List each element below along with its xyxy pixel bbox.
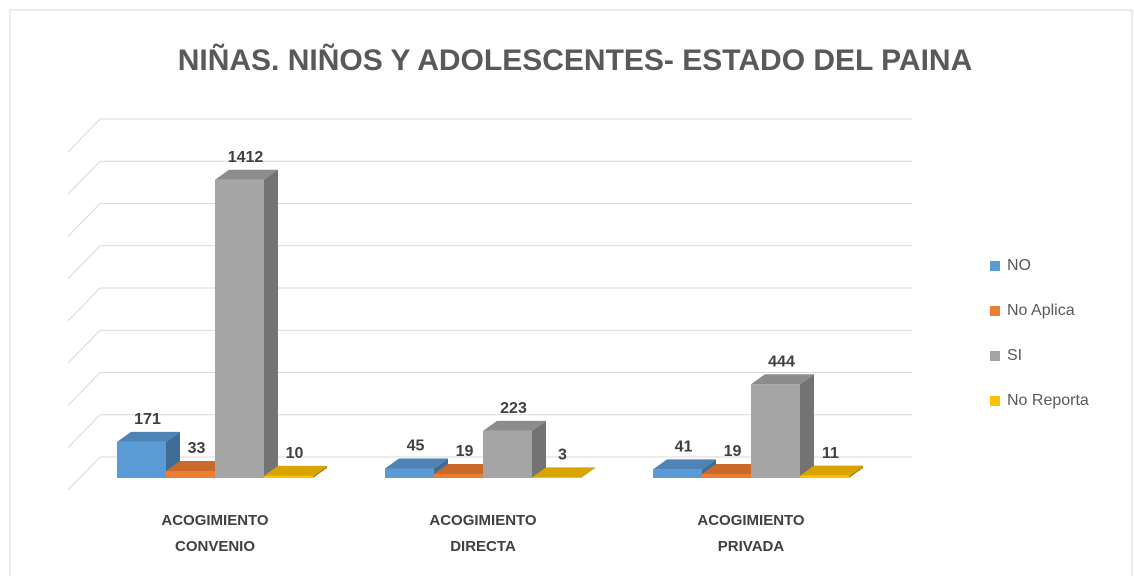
- bar-top: [751, 374, 814, 385]
- data-label: 41: [675, 439, 693, 456]
- x-tick-label: ACOGIMIENTO CONVENIO: [161, 512, 269, 555]
- bar-front: [434, 473, 483, 478]
- grid-side: [67, 160, 101, 195]
- bar-front: [483, 430, 532, 478]
- bar-top: [702, 463, 765, 474]
- data-label: 19: [724, 443, 742, 460]
- bar-side: [313, 465, 327, 478]
- bar-side: [532, 420, 546, 478]
- data-label: 444: [768, 353, 795, 370]
- bar-front: [264, 475, 313, 478]
- grid-side: [67, 287, 101, 322]
- bar: [117, 431, 180, 478]
- data-label: 33: [188, 440, 206, 457]
- bar-top: [117, 431, 180, 442]
- bar-top: [434, 463, 497, 474]
- bar: [264, 465, 327, 478]
- bar-top: [215, 169, 278, 180]
- bar-top: [166, 461, 229, 472]
- bar-front: [653, 469, 702, 478]
- bar-front: [751, 384, 800, 478]
- bar-front: [385, 468, 434, 478]
- bar: [800, 465, 863, 478]
- bar: [215, 169, 278, 478]
- grid-side: [67, 456, 101, 491]
- bar-top: [385, 458, 448, 469]
- legend-label: No Reporta: [1007, 392, 1089, 409]
- legend-label: No Aplica: [1007, 302, 1075, 319]
- bar-side: [800, 374, 814, 478]
- bar-front: [117, 441, 166, 478]
- data-label: 10: [286, 445, 304, 462]
- bar-top: [653, 459, 716, 470]
- bar-side: [849, 465, 863, 478]
- bar: [532, 467, 595, 478]
- legend-swatch: [990, 306, 1000, 316]
- bar-front: [532, 477, 581, 478]
- grid-side: [67, 245, 101, 280]
- data-label: 1412: [228, 149, 264, 166]
- data-label: 19: [456, 443, 474, 460]
- bar-side: [581, 467, 595, 478]
- data-label: 11: [822, 445, 839, 462]
- grid-side: [67, 203, 101, 237]
- bar-top: [483, 420, 546, 431]
- x-tick-label: ACOGIMIENTO DIRECTA: [429, 512, 537, 555]
- bar-side: [264, 169, 278, 478]
- data-label: 45: [407, 438, 425, 455]
- legend-swatch: [990, 351, 1000, 361]
- bar-front: [166, 471, 215, 478]
- bar-top: [532, 467, 595, 478]
- grid-side: [67, 118, 101, 153]
- legend-label: NO: [1007, 257, 1031, 274]
- bar-top: [264, 465, 327, 476]
- grid-side: [67, 414, 101, 449]
- bar-top: [800, 465, 863, 476]
- legend-swatch: [990, 396, 1000, 406]
- data-label: 223: [500, 400, 527, 417]
- bar-front: [702, 473, 751, 478]
- grid-side: [67, 329, 101, 364]
- bar: [483, 420, 546, 478]
- bar: [751, 374, 814, 478]
- x-tick-label: ACOGIMIENTO PRIVADA: [697, 512, 805, 555]
- bar-front: [215, 179, 264, 478]
- chart-border: [9, 9, 1133, 576]
- bar-front: [800, 475, 849, 478]
- grid-side: [67, 372, 101, 406]
- data-label: 3: [558, 447, 567, 464]
- chart-title: NIÑAS. NIÑOS Y ADOLESCENTES- ESTADO DEL …: [178, 43, 973, 77]
- data-label: 171: [134, 411, 161, 428]
- legend-label: SI: [1007, 347, 1022, 364]
- legend-swatch: [990, 261, 1000, 271]
